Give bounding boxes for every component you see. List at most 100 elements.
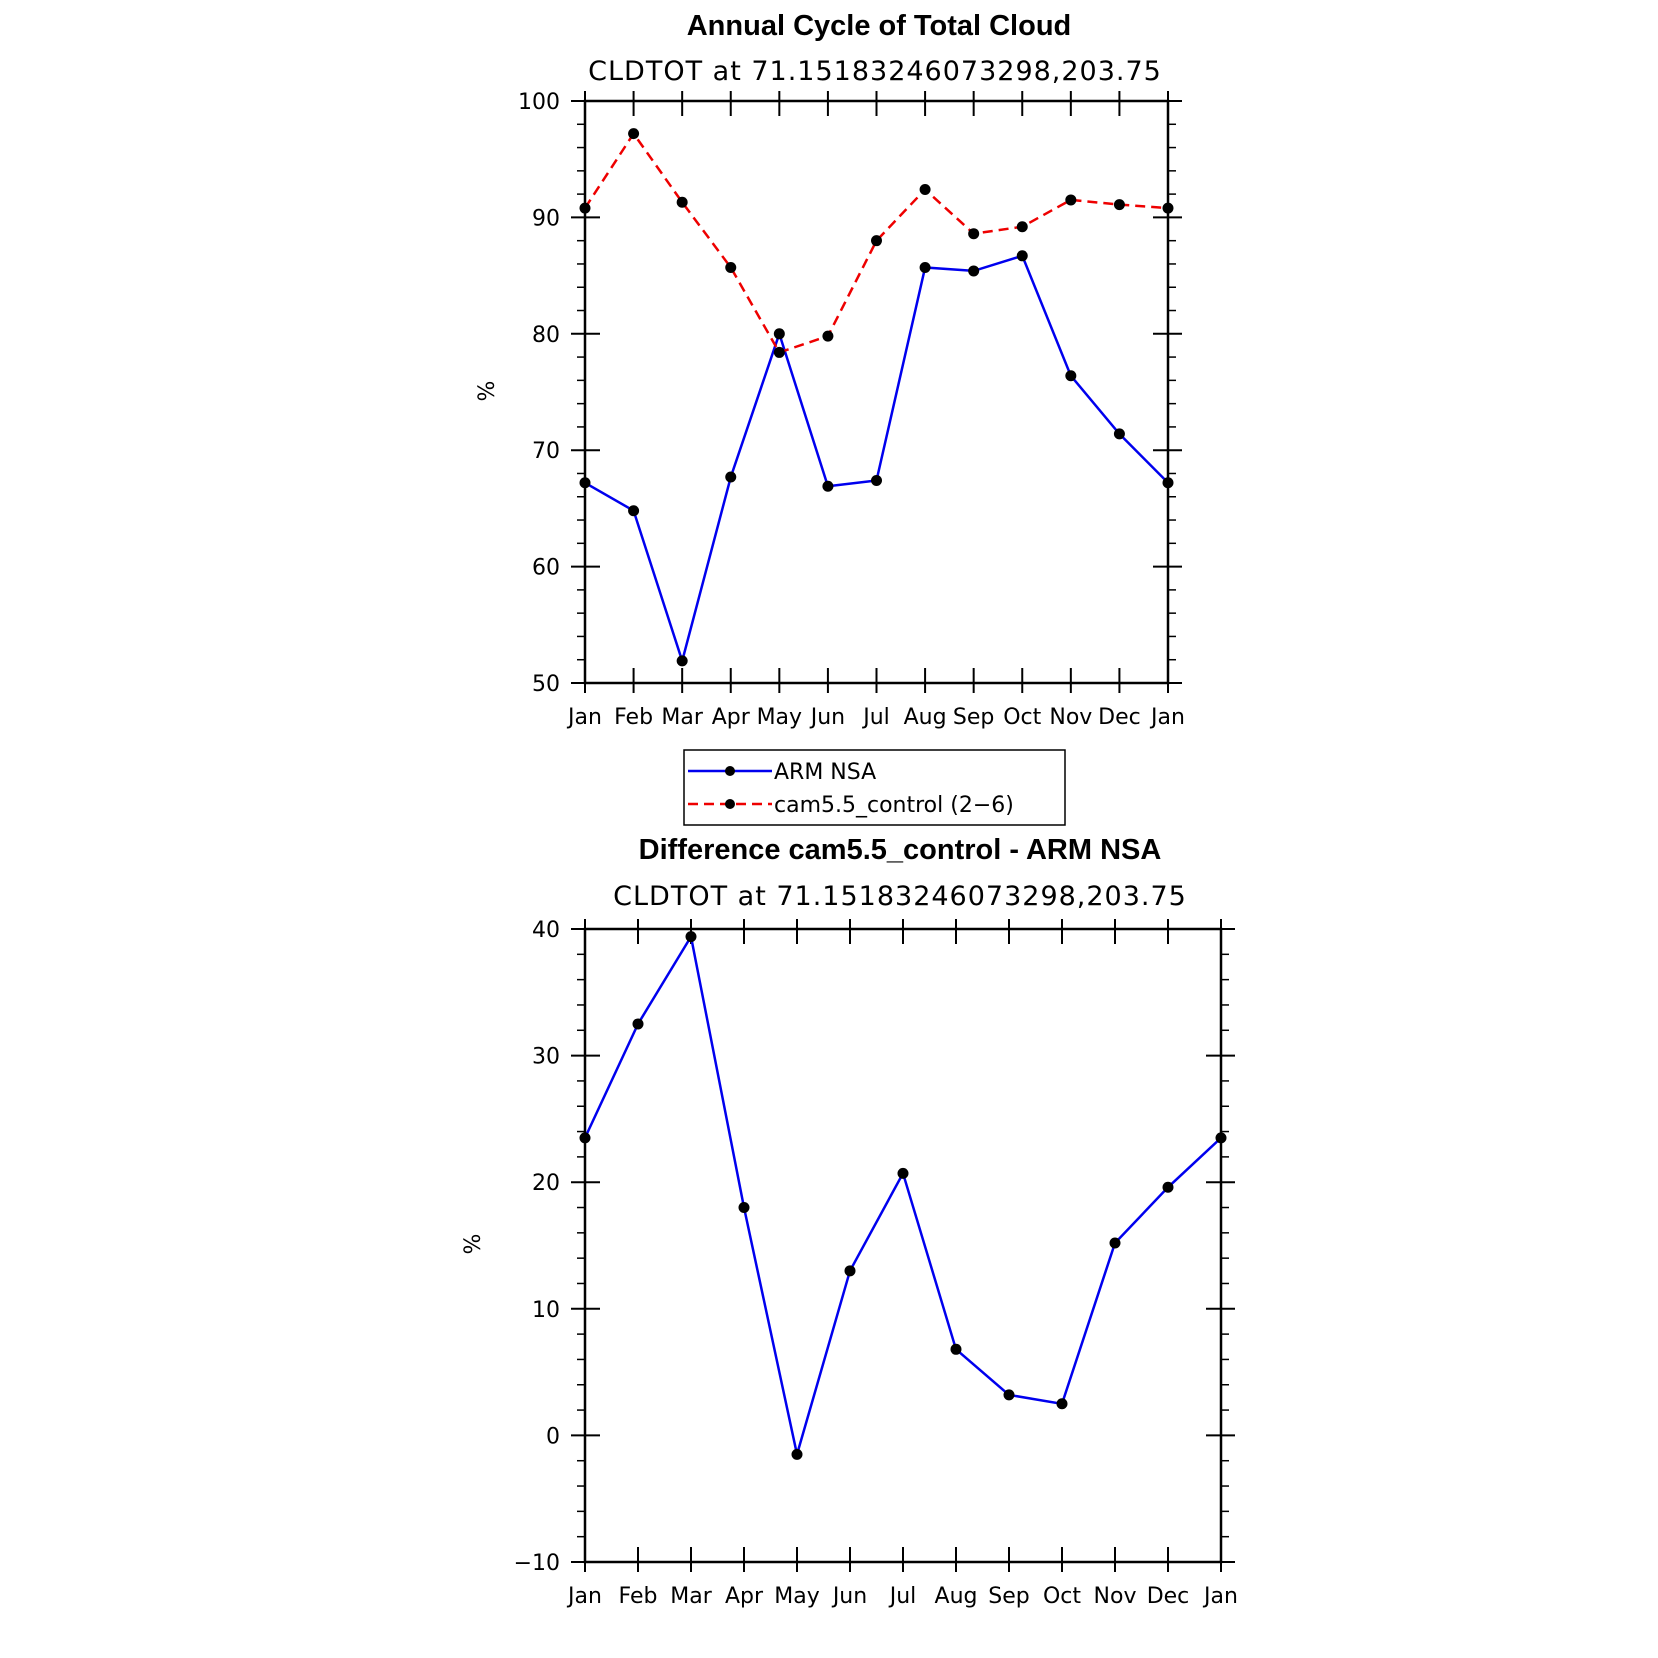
chart2-series-0-point — [579, 1132, 591, 1144]
chart2-xtick-label: Sep — [988, 1584, 1029, 1609]
chart1-plot-frame — [583, 99, 1170, 685]
chart2-series-0-point — [1056, 1398, 1068, 1410]
chart1-ytick-label: 50 — [532, 672, 560, 697]
chart2-series-0-point — [1109, 1237, 1121, 1249]
chart2-series-0-point — [738, 1202, 750, 1214]
chart1-series-0-point — [1113, 428, 1125, 440]
chart1-series — [579, 128, 1174, 667]
chart2-series — [579, 931, 1227, 1460]
legend-marker-cam55 — [725, 799, 735, 809]
chart2-ytick-label: 40 — [532, 918, 560, 943]
chart2-series-0-point — [1003, 1389, 1015, 1401]
chart2-plot-frame — [583, 927, 1223, 1564]
chart2-axes: Jan Feb Mar Apr May Jun Jul Aug Sep Oct Nov Dec Jan−… — [514, 918, 1238, 1609]
chart-difference: Difference cam5.5_control - ARM NSA CLDT… — [461, 834, 1238, 1609]
chart2-ytick-label: 20 — [532, 1171, 560, 1196]
chart2-series-0-point — [1162, 1181, 1174, 1193]
chart2-series-0-point — [1215, 1132, 1227, 1144]
chart2-series-0-point — [791, 1448, 803, 1460]
chart1-series-1-point — [676, 196, 688, 208]
legend-marker-arm-nsa — [725, 766, 735, 776]
chart1-ytick-label: 60 — [532, 556, 560, 581]
chart1-series-1-point — [1065, 194, 1077, 206]
chart1-series-1-point — [822, 330, 834, 342]
chart1-xtick-label: Aug — [904, 705, 947, 730]
chart2-series-0-point — [685, 931, 697, 943]
chart1-ytick-label: 80 — [532, 323, 560, 348]
chart1-series-1-point — [725, 261, 737, 273]
chart2-xtick-label: Mar — [670, 1584, 712, 1609]
chart1-xtick-label: Dec — [1098, 705, 1141, 730]
chart2-ytick-label: −10 — [514, 1551, 560, 1576]
chart2-ytick-label: 0 — [546, 1424, 560, 1449]
chart2-xtick-label: Feb — [619, 1584, 658, 1609]
chart1-series-0-point — [1065, 370, 1077, 382]
chart1-series-1-point — [1162, 202, 1174, 214]
chart1-series-0-point — [1162, 477, 1174, 489]
chart2-series-0-point — [897, 1167, 909, 1179]
chart1-series-1-point — [871, 235, 882, 247]
chart2-ytick-label: 30 — [532, 1045, 560, 1070]
chart2-subtitle: CLDTOT at 71.15183246073298,203.75 — [613, 881, 1187, 912]
chart1-xtick-label: Mar — [661, 705, 703, 730]
chart1-series-1-point — [919, 183, 931, 195]
chart1-xtick-label: Sep — [953, 705, 994, 730]
chart2-xtick-label: Nov — [1094, 1584, 1137, 1609]
chart1-series-line-0 — [584, 254, 1169, 666]
legend-label-arm-nsa: ARM NSA — [774, 760, 876, 785]
chart1-series-0-point — [579, 477, 591, 489]
chart1-ytick-label: 100 — [518, 90, 560, 115]
chart2-xtick-label: Jan — [1202, 1584, 1238, 1609]
chart1-series-1-point — [628, 128, 640, 140]
chart1-series-1-point — [579, 202, 591, 214]
chart1-xtick-label: May — [757, 705, 802, 730]
chart1-xtick-label: Oct — [1003, 705, 1041, 730]
chart1-series-0-point — [725, 471, 737, 483]
chart1-subtitle: CLDTOT at 71.15183246073298,203.75 — [588, 56, 1162, 87]
chart2-xtick-label: Jul — [888, 1584, 917, 1609]
chart2-ytick-label: 10 — [532, 1298, 560, 1323]
chart2-xtick-label: Oct — [1043, 1584, 1081, 1609]
chart1-ylabel: % — [475, 381, 500, 402]
chart1-series-0-point — [919, 261, 931, 273]
chart1-series-0-point — [676, 655, 688, 667]
chart1-ytick-label: 90 — [532, 206, 560, 231]
chart1-series-1-point — [773, 346, 785, 358]
chart1-axes: Jan Feb Mar Apr May Jun Jul Aug Sep Oct Nov Dec Jan5… — [518, 90, 1185, 730]
chart1-ytick-label: 70 — [532, 439, 560, 464]
chart2-ylabel: % — [461, 1234, 486, 1255]
legend-label-cam55: cam5.5_control (2−6) — [774, 793, 1014, 818]
chart1-series-0-point — [628, 505, 640, 517]
chart1-xtick-label: Jun — [809, 705, 845, 730]
legend-box — [683, 749, 1066, 826]
chart1-series-1-point — [968, 228, 980, 240]
chart2-xtick-label: Dec — [1147, 1584, 1190, 1609]
chart2-xtick-label: May — [774, 1584, 819, 1609]
chart1-xtick-label: Apr — [712, 705, 751, 730]
chart1-title: Annual Cycle of Total Cloud — [687, 10, 1072, 42]
chart1-xtick-label: Jan — [566, 705, 602, 730]
chart2-title: Difference cam5.5_control - ARM NSA — [639, 834, 1162, 866]
chart2-series-0-point — [950, 1343, 962, 1355]
chart1-xtick-label: Nov — [1049, 705, 1092, 730]
chart1-xtick-label: Jan — [1149, 705, 1185, 730]
chart2-xtick-label: Aug — [935, 1584, 978, 1609]
legend: ARM NSA cam5.5_control (2−6) — [683, 749, 1066, 826]
chart1-series-0-point — [871, 474, 882, 486]
chart1-series-0-point — [822, 480, 834, 492]
chart2-series-0-point — [844, 1265, 856, 1277]
chart1-xtick-label: Jul — [861, 705, 890, 730]
chart1-series-1-point — [1113, 199, 1125, 211]
chart-annual-cycle: Annual Cycle of Total Cloud CLDTOT at 71… — [475, 10, 1185, 730]
chart2-series-line-0 — [583, 933, 1222, 1455]
chart1-xtick-label: Feb — [614, 705, 653, 730]
chart1-series-1-point — [1016, 221, 1028, 233]
chart1-series-0-point — [968, 265, 980, 277]
chart2-series-0-point — [632, 1018, 644, 1030]
chart2-xtick-label: Jan — [566, 1584, 602, 1609]
chart2-xtick-label: Apr — [725, 1584, 764, 1609]
chart1-series-0-point — [1016, 250, 1028, 262]
chart2-xtick-label: Jun — [831, 1584, 867, 1609]
chart1-series-0-point — [773, 328, 785, 340]
